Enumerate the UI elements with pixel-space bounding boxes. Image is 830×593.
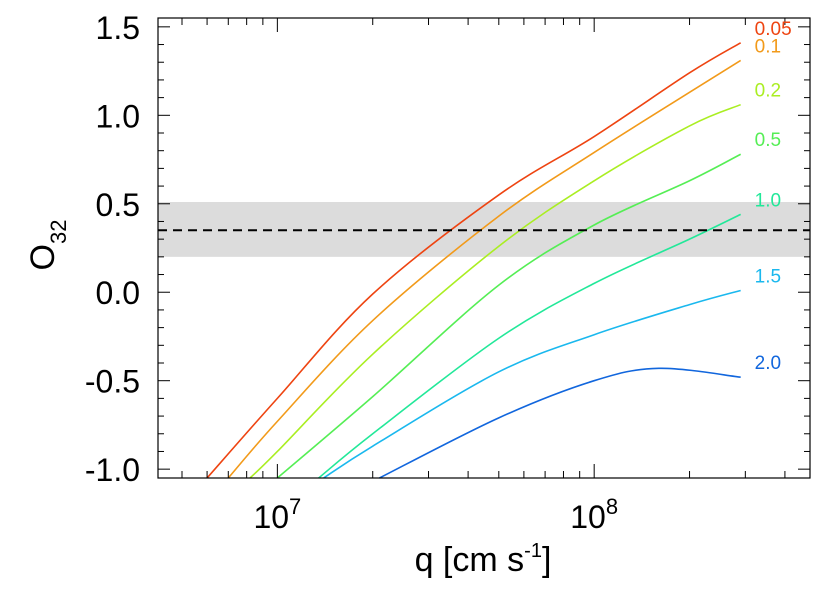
series-line-1	[227, 59, 742, 479]
series-label-4: 1.0	[755, 190, 781, 211]
series-line-5	[323, 289, 741, 479]
y-tick-label: 1.5	[96, 10, 140, 46]
y-axis-title: O32	[24, 220, 71, 271]
x-tick-label: 107	[253, 494, 301, 535]
series-line-2	[249, 103, 741, 479]
series-line-0	[206, 42, 742, 479]
series-label-6: 2.0	[755, 353, 781, 374]
series-line-3	[276, 153, 742, 479]
series-label-1: 0.1	[755, 36, 781, 57]
y-tick-label: -0.5	[85, 364, 140, 400]
series-label-0: 0.05	[755, 19, 792, 40]
label-layer: 0.050.1 0.2 0.5 1.0 1.5 2.0 1.5 1.0 0.5 0.0 -0.5 -1…	[85, 10, 792, 535]
series-label-5: 1.5	[755, 266, 781, 287]
y-tick-label: 1.0	[96, 98, 140, 134]
series-line-6	[379, 367, 741, 479]
series-line-4	[318, 213, 742, 479]
y-tick-label: 0.0	[96, 275, 140, 311]
tick-layer	[158, 18, 810, 478]
series-label-2: 0.2	[755, 81, 781, 102]
y-tick-label: -1.0	[85, 452, 140, 488]
y-tick-label: 0.5	[96, 187, 140, 223]
series-layer	[206, 42, 742, 479]
series-label-3: 0.5	[755, 130, 781, 151]
x-axis-title: q [cm s-1]	[415, 540, 552, 579]
x-tick-label: 108	[570, 494, 618, 535]
plot-frame	[157, 17, 811, 479]
